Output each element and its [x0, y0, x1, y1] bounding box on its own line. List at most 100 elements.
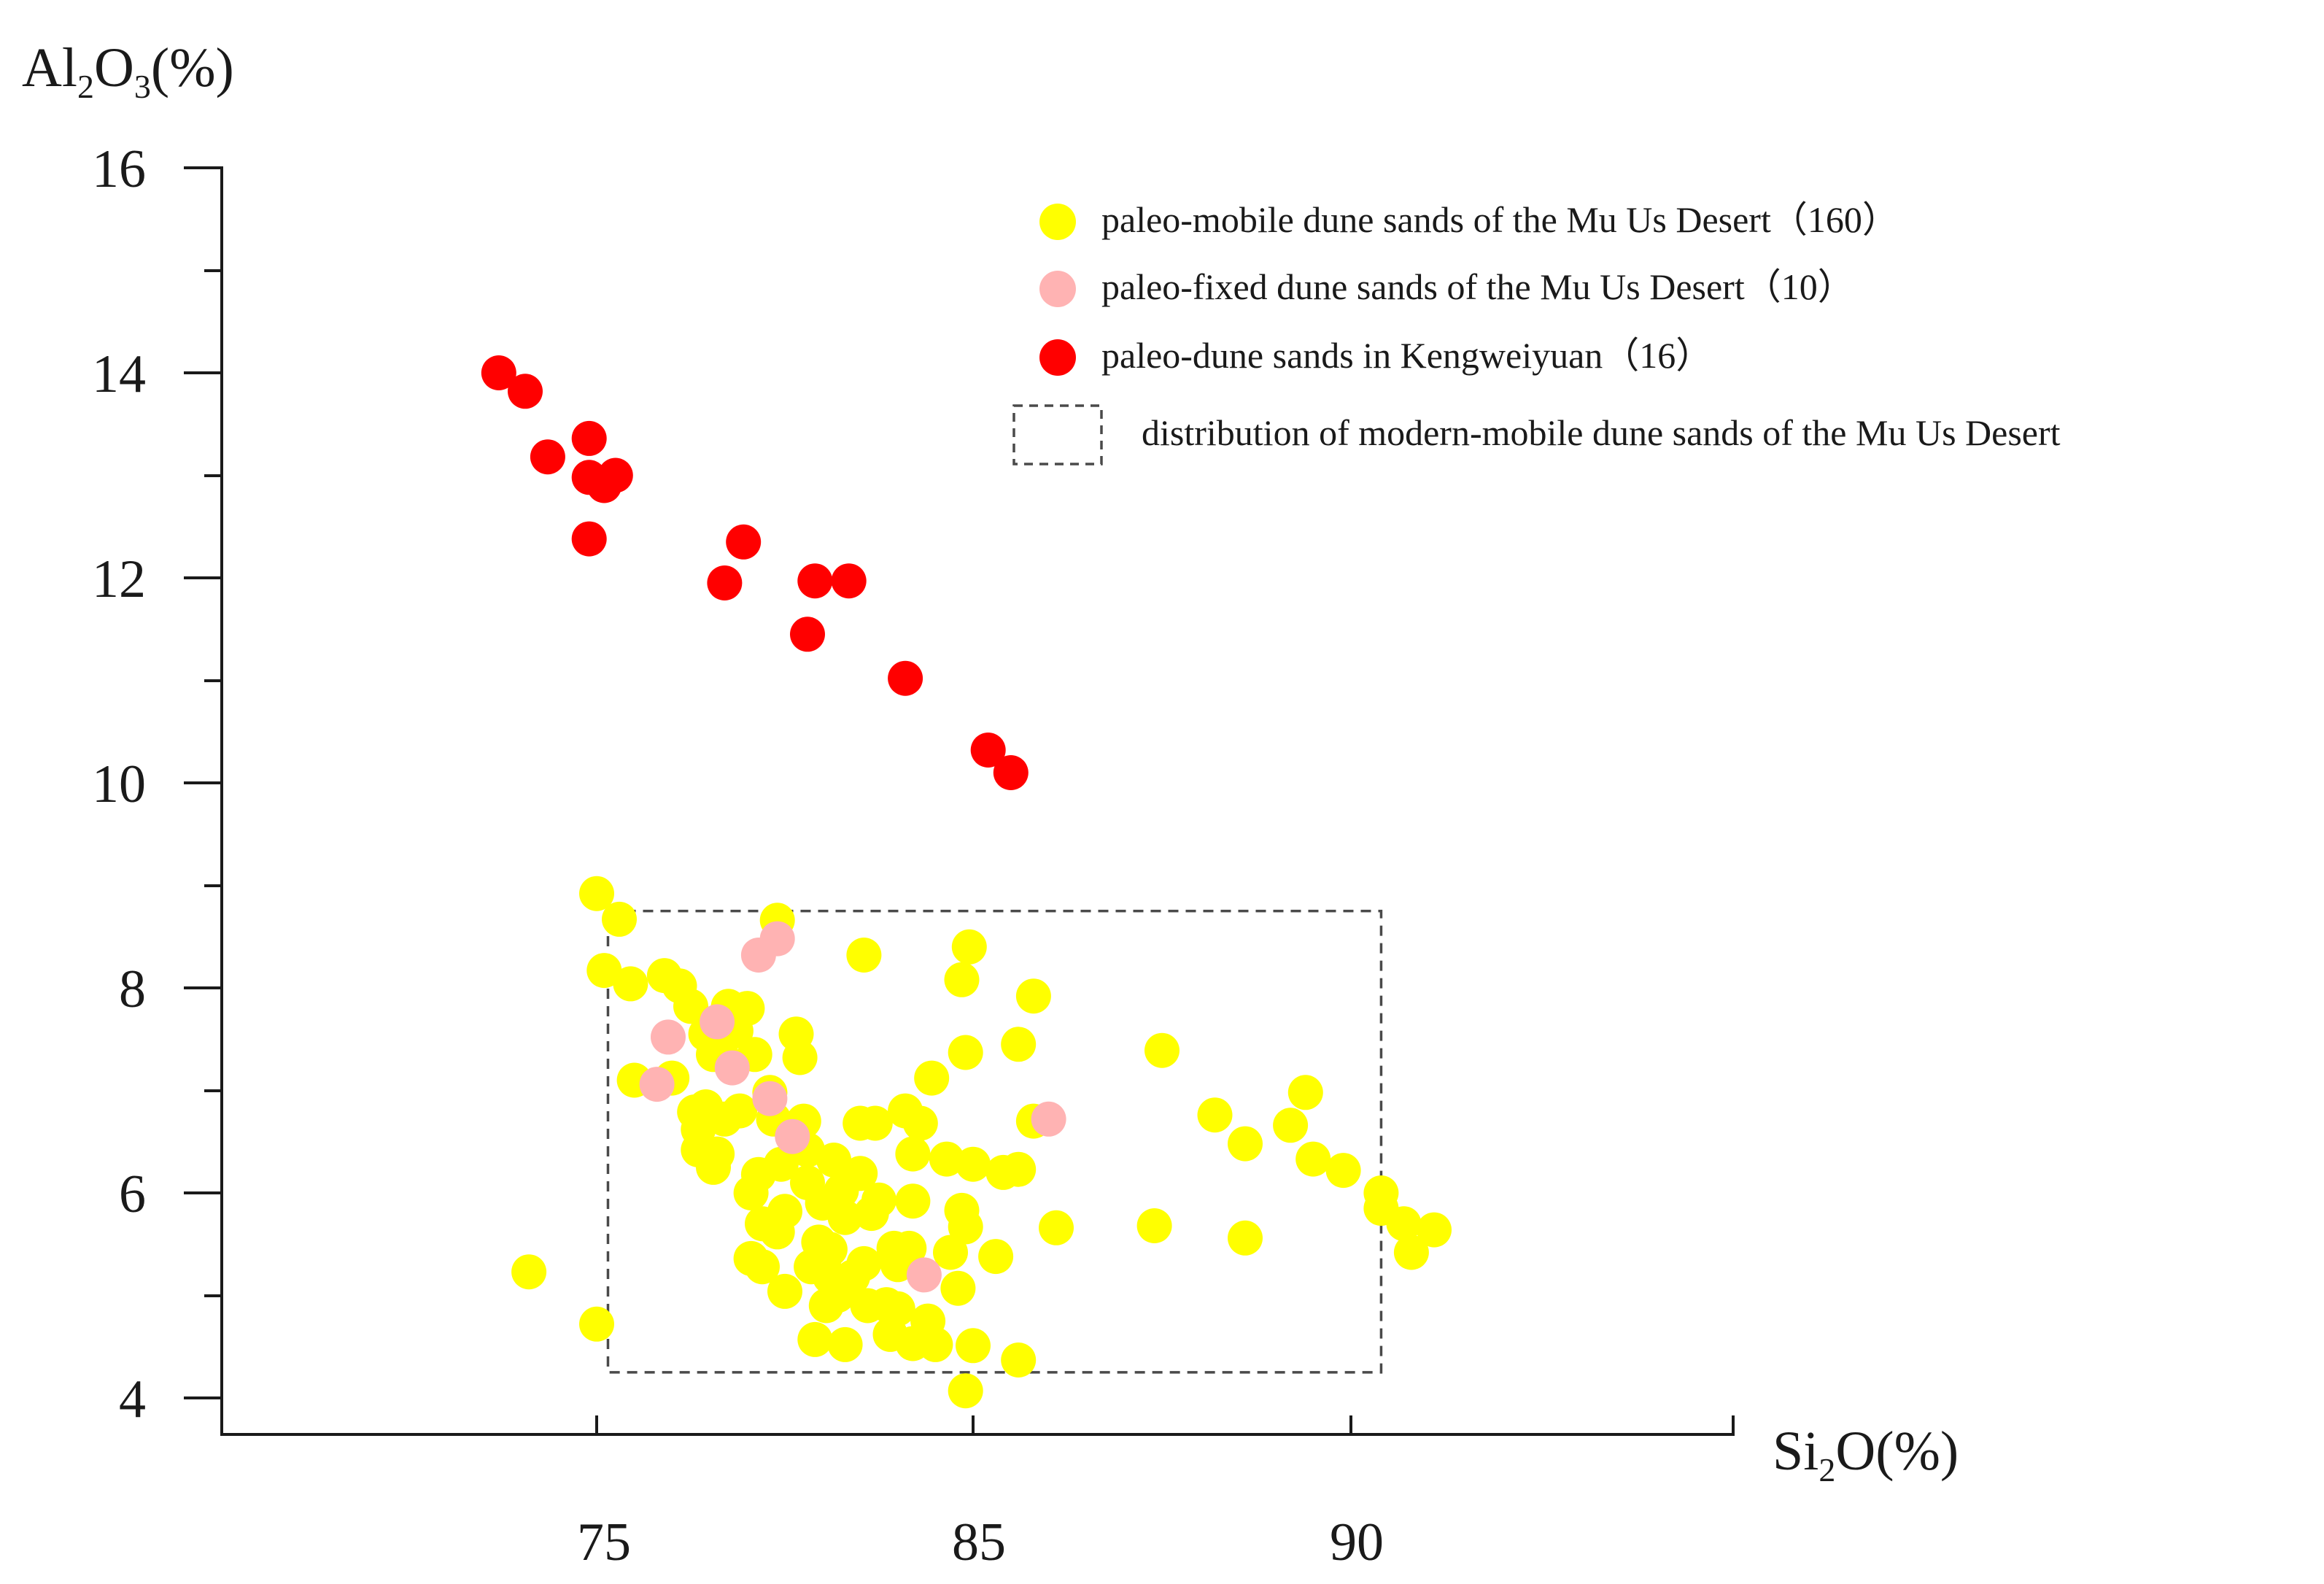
- point-fixed-5: [759, 921, 795, 957]
- point-mobile-104: [1273, 1108, 1309, 1143]
- point-mobile-82: [940, 1270, 976, 1306]
- point-mobile-103: [1228, 1126, 1263, 1162]
- legend-label-fixed: paleo-fixed dune sands of the Mu Us Dese…: [1101, 266, 1854, 307]
- y-axis-label: Al2O3(%): [22, 37, 234, 105]
- point-mobile-26: [729, 991, 765, 1027]
- y-tick-12: 12: [92, 549, 222, 609]
- point-kengweiyuan-0: [481, 355, 516, 390]
- point-fixed-1: [651, 1019, 686, 1055]
- point-mobile-76: [902, 1105, 938, 1141]
- y-tick-label-16: 16: [92, 139, 146, 199]
- y-tick-8: 8: [119, 959, 222, 1019]
- point-mobile-39: [767, 1273, 802, 1309]
- point-mobile-64: [857, 1105, 893, 1141]
- point-mobile-38: [767, 1194, 802, 1229]
- point-mobile-56: [827, 1326, 863, 1362]
- point-mobile-90: [956, 1146, 991, 1182]
- point-kengweiyuan-6: [597, 457, 633, 493]
- point-mobile-93: [1001, 1151, 1037, 1187]
- y-tick-label-10: 10: [92, 754, 146, 814]
- point-mobile-91: [978, 1239, 1014, 1275]
- point-mobile-80: [929, 1141, 964, 1177]
- point-fixed-9: [1031, 1101, 1066, 1137]
- y-tick-6: 6: [119, 1164, 222, 1224]
- point-mobile-31: [745, 1249, 780, 1285]
- point-mobile-46: [797, 1321, 833, 1357]
- point-kengweiyuan-1: [508, 374, 543, 409]
- point-mobile-75: [895, 1183, 931, 1219]
- x-tick-90: 90: [1330, 1415, 1384, 1572]
- point-mobile-101: [1197, 1097, 1233, 1133]
- y-tick-label-12: 12: [92, 549, 146, 609]
- point-mobile-36: [763, 1146, 799, 1182]
- point-mobile-5: [613, 966, 648, 1002]
- point-mobile-87: [948, 1373, 983, 1409]
- legend-marker-mobile: [1039, 204, 1076, 240]
- point-mobile-105: [1287, 1075, 1323, 1110]
- point-fixed-8: [906, 1257, 942, 1293]
- point-fixed-0: [639, 1067, 675, 1102]
- point-mobile-1: [579, 876, 614, 911]
- point-mobile-72: [891, 1230, 927, 1266]
- point-mobile-88: [951, 929, 987, 965]
- point-mobile-70: [880, 1291, 915, 1326]
- modern-distribution-box: [606, 909, 1383, 1374]
- y-tick-10: 10: [92, 754, 222, 814]
- legend-label-kengweiyuan: paleo-dune sands in Kengweiyuan（16）: [1101, 335, 1712, 376]
- point-kengweiyuan-10: [790, 617, 825, 652]
- y-minor-ticks: [204, 269, 222, 1297]
- point-mobile-112: [1417, 1212, 1452, 1248]
- point-mobile-73: [895, 1136, 931, 1172]
- point-mobile-94: [1001, 1027, 1037, 1062]
- point-kengweiyuan-3: [571, 420, 607, 456]
- point-kengweiyuan-11: [797, 563, 833, 599]
- point-mobile-50: [812, 1232, 848, 1267]
- x-axis-label: Si2O(%): [1773, 1421, 1959, 1488]
- y-tick-4: 4: [119, 1369, 222, 1429]
- x-tick-label-85: 85: [952, 1512, 1006, 1572]
- point-mobile-10: [673, 989, 708, 1024]
- x-tick-label-90: 90: [1330, 1512, 1384, 1572]
- point-mobile-65: [861, 1182, 896, 1218]
- point-mobile-99: [1136, 1208, 1172, 1243]
- point-fixed-3: [714, 1050, 750, 1086]
- point-kengweiyuan-12: [831, 563, 867, 599]
- point-kengweiyuan-13: [888, 660, 923, 696]
- point-mobile-97: [1015, 978, 1051, 1014]
- point-mobile-102: [1228, 1220, 1263, 1256]
- point-mobile-19: [700, 1136, 735, 1172]
- point-mobile-3: [586, 953, 622, 989]
- y-tick-label-4: 4: [119, 1369, 146, 1429]
- point-mobile-86: [948, 1035, 983, 1070]
- point-kengweiyuan-8: [707, 565, 743, 600]
- y-tick-label-8: 8: [119, 959, 146, 1019]
- y-tick-16: 16: [92, 139, 222, 199]
- legend-marker-box: [1012, 404, 1103, 465]
- point-kengweiyuan-14: [970, 733, 1006, 768]
- legend-label-box: distribution of modern-mobile dune sands…: [1142, 412, 2061, 453]
- point-mobile-85: [948, 1209, 983, 1245]
- point-mobile-107: [1325, 1153, 1361, 1189]
- point-mobile-79: [918, 1326, 953, 1362]
- point-mobile-110: [1386, 1206, 1422, 1242]
- point-mobile-2: [579, 1306, 614, 1342]
- point-mobile-24: [722, 1093, 758, 1129]
- y-tick-label-6: 6: [119, 1164, 146, 1224]
- point-mobile-0: [511, 1254, 547, 1290]
- point-kengweiyuan-7: [571, 521, 607, 557]
- point-fixed-7: [775, 1119, 810, 1154]
- point-mobile-60: [846, 1245, 882, 1281]
- legend-marker-kengweiyuan: [1039, 339, 1076, 376]
- point-mobile-52: [816, 1143, 852, 1178]
- point-fixed-2: [700, 1004, 735, 1040]
- point-mobile-89: [956, 1328, 991, 1364]
- point-mobile-59: [843, 1156, 878, 1191]
- point-mobile-81: [933, 1235, 968, 1270]
- legend: paleo-mobile dune sands of the Mu Us Des…: [1012, 199, 2061, 465]
- point-mobile-106: [1295, 1141, 1331, 1177]
- x-tick-label-75: 75: [577, 1512, 631, 1572]
- point-fixed-6: [752, 1081, 788, 1116]
- point-kengweiyuan-9: [726, 524, 762, 560]
- point-mobile-61: [846, 938, 882, 973]
- point-mobile-98: [1039, 1210, 1074, 1245]
